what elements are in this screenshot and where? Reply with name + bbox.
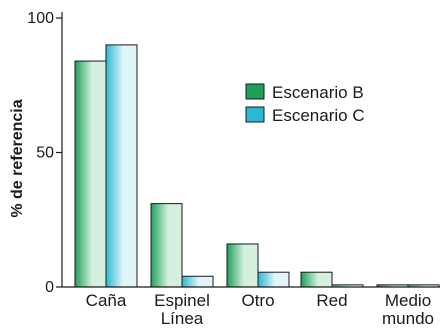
labels-group: 0 50 100 % de referencia Caña Espinel Línea Otr…: [9, 10, 434, 328]
bar-escenario-b-3: [300, 271, 333, 288]
category-label-4: Medio mundo: [382, 291, 434, 328]
bar-escenario-c-0: [105, 44, 138, 288]
axes-group: [56, 12, 440, 288]
bar-escenario-b-2: [226, 243, 259, 288]
category-label-3: Red: [316, 291, 347, 310]
bars-group: [74, 44, 440, 288]
bar-escenario-b-1: [150, 203, 183, 288]
legend-label-0: Escenario B: [272, 83, 364, 102]
bar-escenario-c-1: [181, 275, 214, 288]
bar-escenario-c-2: [257, 271, 290, 288]
bar-escenario-b-0: [74, 60, 107, 288]
category-label-0: Caña: [86, 291, 127, 310]
legend-label-1: Escenario C: [272, 106, 365, 125]
legend-swatch-1: [245, 106, 265, 123]
y-tick-label-0: 0: [45, 279, 54, 296]
legend-swatch-0: [245, 83, 265, 100]
category-label-1: Espinel Línea: [154, 291, 210, 328]
y-tick-label-100: 100: [27, 10, 54, 27]
y-tick-label-50: 50: [36, 145, 54, 162]
legend: Escenario B Escenario C: [245, 83, 365, 125]
y-axis-title: % de referencia: [9, 99, 26, 217]
category-label-2: Otro: [241, 291, 274, 310]
